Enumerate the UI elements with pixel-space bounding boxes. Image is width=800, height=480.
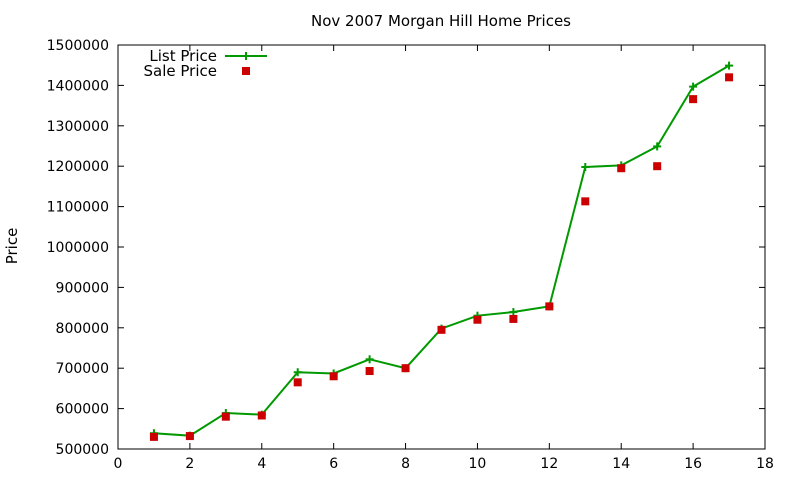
y-tick-label: 500000 — [56, 442, 109, 458]
sale-price-point — [545, 302, 554, 311]
sale-price-point — [401, 364, 410, 373]
list-price-point — [653, 142, 662, 151]
x-tick-label: 14 — [612, 456, 630, 472]
x-tick-label: 8 — [401, 456, 410, 472]
y-tick-label: 600000 — [56, 402, 109, 418]
list-price-point — [293, 368, 302, 377]
list-price-line — [153, 64, 730, 437]
sale-price-point — [725, 73, 734, 82]
sale-price-point — [689, 95, 698, 104]
x-tick-label: 6 — [329, 456, 338, 472]
y-tick-label: 1500000 — [47, 38, 109, 54]
list-price-point — [725, 61, 734, 70]
sale-price-point — [293, 378, 302, 387]
x-tick-label: 16 — [684, 456, 702, 472]
sale-price-point — [329, 372, 338, 381]
legend-label-sale-price: Sale Price — [144, 62, 217, 80]
x-tick-label: 0 — [114, 456, 123, 472]
list-price-point — [365, 355, 374, 364]
sale-price-point — [617, 164, 626, 173]
x-tick-label: 18 — [756, 456, 774, 472]
list-price-point — [509, 308, 518, 317]
y-tick-label: 1000000 — [47, 240, 109, 256]
y-tick-label: 900000 — [56, 280, 109, 296]
sale-price-point — [581, 197, 590, 206]
x-tick-label: 4 — [257, 456, 266, 472]
legend-swatch-list-marker — [242, 52, 250, 60]
y-tick-label: 1200000 — [47, 159, 109, 175]
y-tick-label: 800000 — [56, 321, 109, 337]
y-tick-label: 700000 — [56, 361, 109, 377]
sale-price-point — [365, 367, 374, 376]
sale-price-point — [149, 432, 158, 441]
chart-title: Nov 2007 Morgan Hill Home Prices — [311, 12, 571, 30]
sale-price-point — [509, 314, 518, 323]
y-tick-label: 1300000 — [47, 119, 109, 135]
axis-ticks: 0 2 4 6 8 10 12 14 16 18 500000 600000 700000 800000 9… — [47, 38, 774, 472]
y-tick-label: 1400000 — [47, 78, 109, 94]
legend-label-list-price: List Price — [149, 47, 217, 65]
sale-price-point — [221, 412, 230, 421]
y-axis-label: Price — [3, 228, 21, 265]
x-tick-label: 12 — [540, 456, 558, 472]
sale-price-point — [473, 315, 482, 324]
plot-border — [117, 44, 766, 450]
sale-price-point — [185, 432, 194, 441]
x-tick-label: 2 — [185, 456, 194, 472]
y-tick-label: 1100000 — [47, 200, 109, 216]
plot-area — [149, 61, 734, 441]
sale-price-point — [257, 411, 266, 420]
list-price-point — [689, 82, 698, 91]
legend-swatch-sale-marker — [242, 67, 250, 75]
list-price-point — [581, 163, 590, 172]
sale-price-point — [653, 162, 662, 171]
x-tick-label: 10 — [469, 456, 487, 472]
sale-price-point — [437, 325, 446, 334]
